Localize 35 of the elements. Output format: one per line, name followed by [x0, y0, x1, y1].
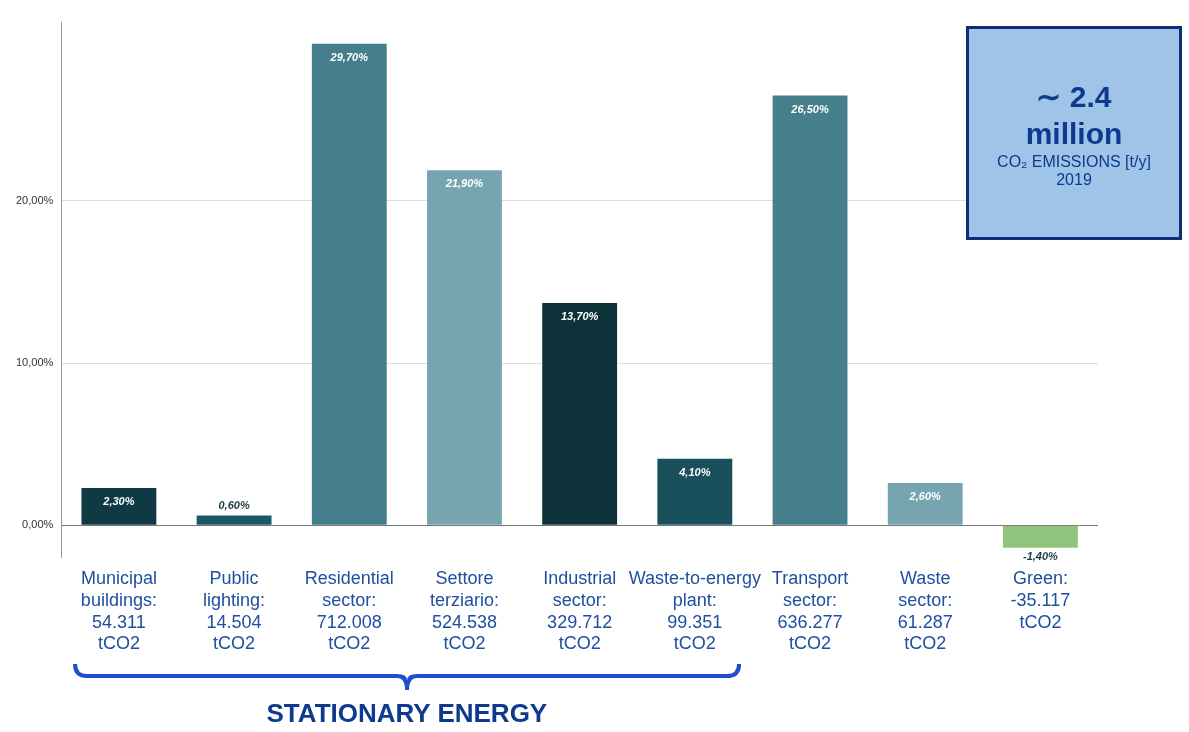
- bar: [542, 303, 618, 525]
- bar: [887, 483, 963, 525]
- x-tick-label: Transport sector: 636.277 tCO2: [771, 568, 849, 654]
- bar: [1002, 525, 1078, 548]
- y-tick-label: 20,00%: [16, 193, 54, 206]
- data-label: 2,30%: [102, 494, 135, 507]
- data-label: 26,50%: [790, 102, 829, 115]
- x-tick-label: Green: -35.117 tCO2: [1010, 568, 1071, 632]
- x-tick-label: Industrial sector: 329.712 tCO2: [543, 568, 617, 654]
- bar: [81, 487, 157, 525]
- annotation: CO₂ EMISSIONS [t/y]: [997, 152, 1151, 171]
- annotation: ∼ 2.4 million: [1024, 78, 1124, 152]
- y-tick-label: 10,00%: [16, 356, 54, 369]
- data-label: 29,70%: [329, 50, 369, 63]
- data-label: 0,60%: [218, 499, 250, 512]
- data-label: 21,90%: [444, 177, 484, 190]
- callout-box: ∼ 2.4 million CO₂ EMISSIONS [t/y] 2019: [966, 26, 1182, 240]
- x-tick-label: Residential sector: 712.008 tCO2: [304, 568, 394, 654]
- data-label: 13,70%: [561, 310, 599, 323]
- bar: [657, 458, 733, 525]
- annotation: 2019: [1056, 170, 1092, 189]
- text: STATIONARY ENERGY: [265, 698, 549, 729]
- x-tick-label: Public lighting: 14.504 tCO2: [203, 568, 266, 654]
- data-label: 4,10%: [678, 465, 711, 478]
- bar: [772, 95, 848, 525]
- data-label: 2,60%: [908, 490, 942, 503]
- x-tick-label: Waste-to-energy plant: 99.351 tCO2: [628, 568, 762, 654]
- x-tick-label: Waste sector: 61.287 tCO2: [897, 568, 953, 654]
- x-tick-label: Settore terziario: 524.538 tCO2: [429, 568, 499, 654]
- bar: [427, 170, 502, 525]
- y-tick-label: 0,00%: [22, 518, 54, 531]
- bar: [311, 43, 387, 525]
- bar: [196, 515, 272, 525]
- data-label: -1,40%: [1022, 549, 1059, 562]
- x-tick-label: Municipal buildings: 54.311 tCO2: [80, 568, 157, 654]
